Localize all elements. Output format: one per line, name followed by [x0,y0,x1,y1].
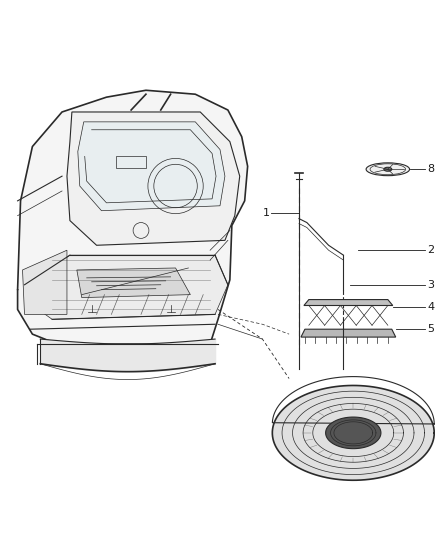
Ellipse shape [366,163,410,176]
Polygon shape [77,268,191,297]
Text: 3: 3 [427,280,434,290]
Text: 2: 2 [427,245,434,255]
Text: 8: 8 [427,164,434,174]
Polygon shape [272,385,434,480]
Polygon shape [325,417,381,449]
Ellipse shape [384,167,392,171]
Text: 4: 4 [427,302,434,312]
Polygon shape [18,90,247,344]
Polygon shape [67,112,240,245]
Bar [117,156,146,168]
Text: 1: 1 [262,208,269,217]
Polygon shape [25,255,228,319]
Polygon shape [22,250,67,314]
Polygon shape [304,300,393,305]
Text: 5: 5 [427,324,434,334]
Polygon shape [78,122,225,211]
Polygon shape [301,329,396,337]
